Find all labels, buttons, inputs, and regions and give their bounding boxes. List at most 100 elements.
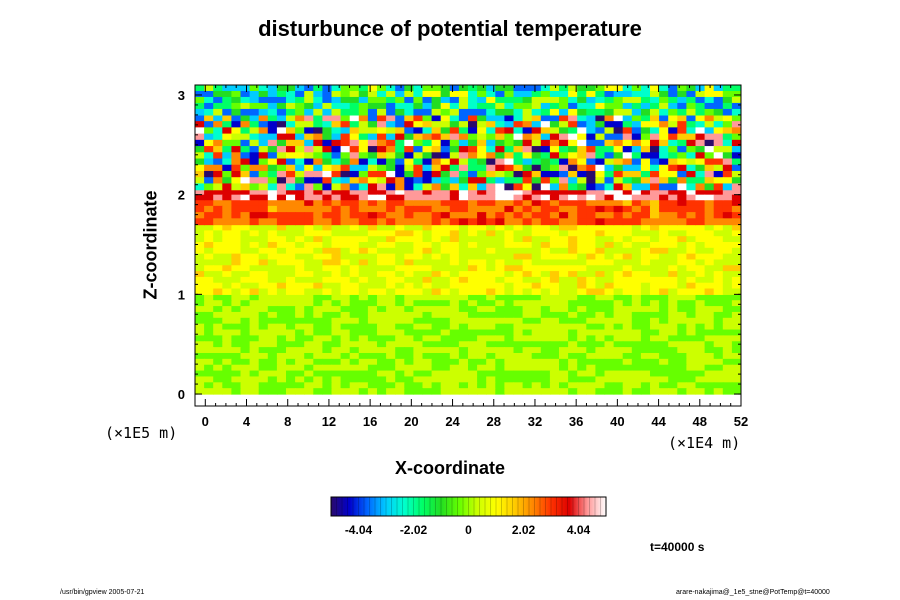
heatmap-cell [413, 282, 424, 290]
heatmap-cell [531, 230, 542, 237]
heatmap-cell [422, 364, 433, 372]
heatmap-cell [704, 152, 715, 160]
heatmap-cell [358, 306, 369, 313]
heatmap-cell [513, 139, 524, 147]
heatmap-cell [686, 329, 697, 336]
heatmap-cell [267, 85, 278, 92]
heatmap-cell [267, 323, 278, 331]
heatmap-cell [358, 224, 369, 231]
heatmap-cell [486, 139, 496, 147]
heatmap-cell [549, 300, 560, 307]
heatmap-cell [204, 382, 214, 389]
heatmap-cell [631, 317, 642, 325]
heatmap-cell [377, 164, 387, 172]
heatmap-cell [249, 294, 260, 301]
heatmap-cell [640, 224, 651, 231]
heatmap-cell [486, 96, 496, 104]
heatmap-cell [604, 247, 615, 255]
heatmap-cell [540, 85, 551, 92]
heatmap-cell [331, 158, 342, 166]
heatmap-cell [713, 352, 724, 360]
heatmap-cell [295, 329, 305, 336]
heatmap-cell [586, 253, 596, 261]
heatmap-cell [286, 96, 296, 104]
heatmap-cell [267, 242, 278, 249]
heatmap-cell [495, 212, 505, 219]
heatmap-cell [722, 388, 733, 395]
heatmap-cell [595, 242, 606, 249]
heatmap-cell [595, 177, 606, 185]
heatmap-cell [422, 133, 433, 141]
heatmap-cell [422, 108, 433, 116]
heatmap-cell [295, 218, 305, 226]
heatmap-cell [568, 358, 578, 366]
heatmap-cell [640, 294, 651, 301]
heatmap-cell [440, 329, 451, 336]
heatmap-cell [349, 288, 360, 295]
heatmap-cell [195, 158, 205, 166]
heatmap-cell [622, 218, 633, 226]
heatmap-cell [622, 370, 633, 378]
heatmap-cell [404, 183, 414, 191]
heatmap-cell [377, 170, 387, 178]
heatmap-cell [731, 108, 741, 116]
heatmap-cell [322, 382, 333, 389]
heatmap-cell [440, 85, 451, 92]
heatmap-cell [622, 329, 633, 336]
heatmap-cell [422, 114, 433, 122]
heatmap-cell [549, 146, 560, 153]
heatmap-cell [249, 146, 260, 153]
heatmap-cell [559, 329, 569, 336]
heatmap-cell [258, 382, 269, 389]
heatmap-cell [549, 183, 560, 191]
heatmap-cell [577, 335, 587, 342]
heatmap-cell [640, 253, 651, 261]
x-tick-label: 16 [363, 414, 377, 429]
heatmap-cell [395, 127, 405, 135]
heatmap-cell [440, 102, 451, 110]
heatmap-cell [440, 311, 451, 319]
heatmap-cell [568, 96, 578, 104]
heatmap-cell [722, 146, 733, 153]
heatmap-cell [304, 376, 314, 383]
heatmap-cell [559, 388, 569, 395]
heatmap-cell [231, 127, 242, 135]
heatmap-cell [513, 158, 524, 166]
heatmap-cell [386, 306, 396, 313]
heatmap-cell [413, 194, 424, 201]
heatmap-cell [276, 358, 287, 366]
heatmap-cell [213, 323, 223, 331]
heatmap-cell [349, 108, 360, 116]
heatmap-cell [650, 164, 660, 172]
heatmap-cell [522, 133, 533, 141]
heatmap-cell [468, 317, 478, 325]
heatmap-cell [313, 236, 323, 243]
heatmap-cell [431, 271, 442, 278]
heatmap-cell [204, 388, 214, 395]
heatmap-cell [659, 382, 669, 389]
heatmap-cell [704, 212, 715, 219]
heatmap-cell [340, 194, 351, 201]
heatmap-cell [377, 317, 387, 325]
heatmap-cell [395, 146, 405, 153]
heatmap-cell [386, 364, 396, 372]
heatmap-cell [650, 102, 660, 110]
x-axis-label: X-coordinate [394, 458, 505, 478]
heatmap-cell [522, 276, 533, 284]
heatmap-cell [386, 212, 396, 219]
heatmap-cell [477, 85, 487, 92]
heatmap-cell [586, 121, 596, 128]
heatmap-cell [595, 218, 606, 226]
heatmap-cell [349, 158, 360, 166]
heatmap-cell [295, 282, 305, 290]
heatmap-cell [504, 242, 515, 249]
heatmap-cell [286, 376, 296, 383]
heatmap-cell [613, 230, 624, 237]
heatmap-cell [358, 212, 369, 219]
heatmap-cell [468, 259, 478, 266]
heatmap-cell [240, 183, 251, 191]
heatmap-cell [622, 114, 633, 122]
heatmap-cell [331, 90, 342, 98]
heatmap-cell [577, 218, 587, 226]
heatmap-cell [586, 370, 596, 378]
